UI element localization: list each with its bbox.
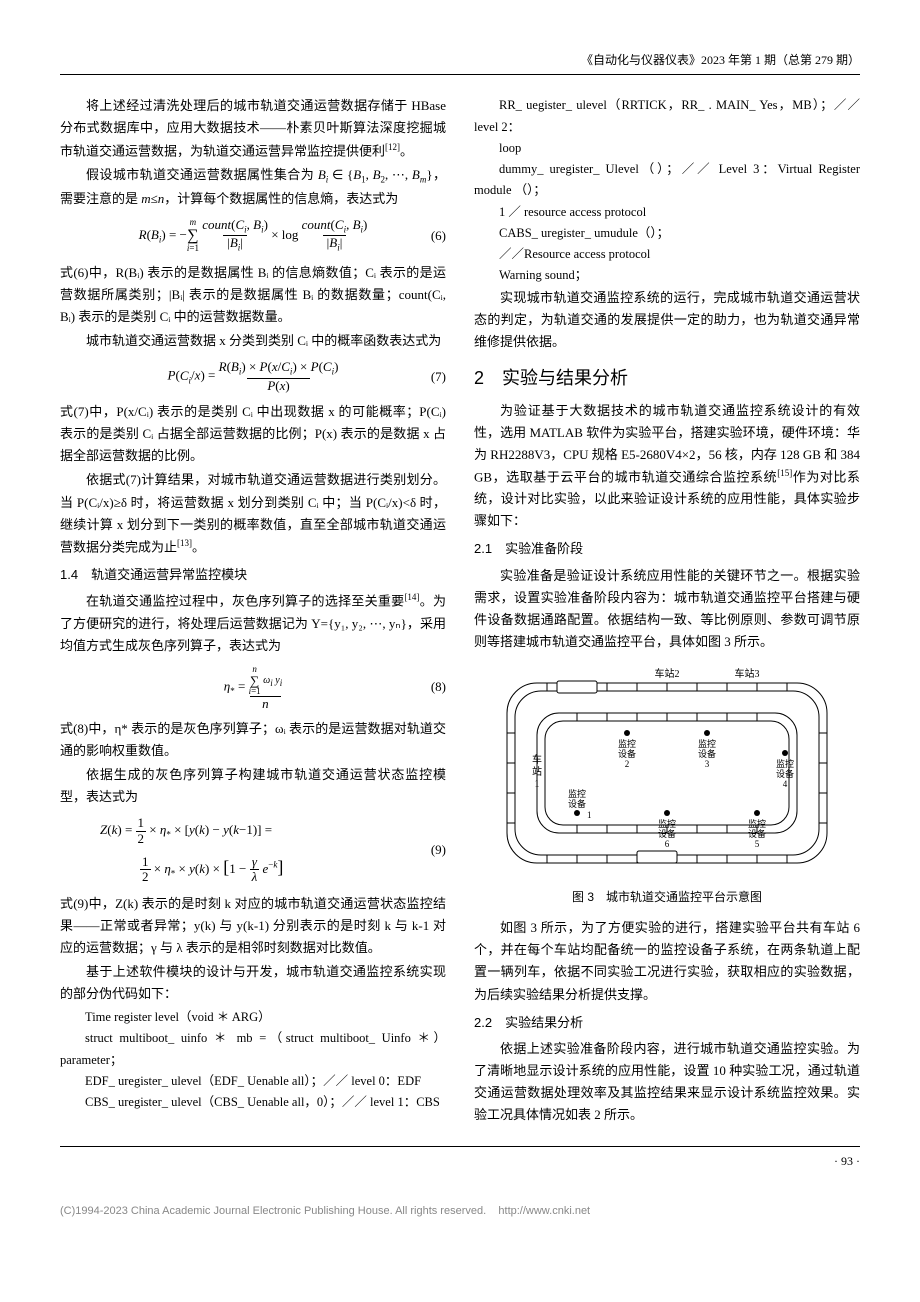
p2a: 假设城市轨道交通运营数据属性集合为 xyxy=(86,167,318,182)
svg-text:监控: 监控 xyxy=(776,758,794,769)
para-r3: 实验准备是验证设计系统应用性能的关键环节之一。根据实验需求，设置实验准备阶段内容… xyxy=(474,565,860,653)
svg-text:车站3: 车站3 xyxy=(735,667,760,680)
svg-text:设备: 设备 xyxy=(618,748,636,759)
figure-3-svg: 车站2 车站3 监控 设备 2 监控 设备 3 监控 设备 4 车 站 1 监控… xyxy=(487,663,847,883)
footer: (C)1994-2023 China Academic Journal Elec… xyxy=(60,1202,860,1221)
p6a: 依据式(7)计算结果，对城市轨道交通运营数据进行类别划分。当 P(Cᵢ/x)≥δ… xyxy=(60,472,446,554)
equation-7: P(Ci/x) = R(Bi) × P(x/Ci) × P(Ci)P(x) (7… xyxy=(60,360,446,393)
eq8-num: (8) xyxy=(431,676,446,698)
figure-3: 车站2 车站3 监控 设备 2 监控 设备 3 监控 设备 4 车 站 1 监控… xyxy=(474,663,860,907)
section-2-1-title: 2.1 实验准备阶段 xyxy=(474,538,860,560)
svg-text:4: 4 xyxy=(783,779,788,789)
section-2-title: 2 实验与结果分析 xyxy=(474,363,860,394)
svg-text:1: 1 xyxy=(587,810,592,820)
code-r3: loop xyxy=(474,138,860,159)
eq9-num: (9) xyxy=(431,839,446,861)
svg-text:设备: 设备 xyxy=(748,828,766,839)
code-l1: Time register level（void ＊ ARG） xyxy=(60,1007,446,1028)
para-5: 式(7)中，P(x/Cᵢ) 表示的是类别 Cᵢ 中出现数据 x 的可能概率；P(… xyxy=(60,401,446,467)
para-r1: 实现城市轨道交通监控系统的运行，完成城市轨道交通运营状态的判定，为轨道交通的发展… xyxy=(474,287,860,353)
para-7: 在轨道交通监控过程中，灰色序列算子的选择至关重要[14]。为了方便研究的进行，将… xyxy=(60,590,446,657)
svg-text:1: 1 xyxy=(535,779,540,790)
para-r2: 为验证基于大数据技术的城市轨道交通监控系统设计的有效性，选用 MATLAB 软件… xyxy=(474,400,860,533)
main-content: 将上述经过清洗处理后的城市轨道交通运营数据存储于 HBase 分布式数据库中，应… xyxy=(60,95,860,1126)
code-r5: 1 ／ resource access protocol xyxy=(474,202,860,223)
p2c: ，计算每个数据属性的信息熵，表达式为 xyxy=(164,191,398,206)
code-r7: ／／Resource access protocol xyxy=(474,244,860,265)
svg-text:监控: 监控 xyxy=(658,818,676,829)
ref-14: [14] xyxy=(404,592,419,602)
footer-text: (C)1994-2023 China Academic Journal Elec… xyxy=(60,1205,486,1217)
equation-8: η* = n∑i=1 ωi yin (8) xyxy=(60,665,446,710)
figure-3-caption: 图 3 城市轨道交通监控平台示意图 xyxy=(474,887,860,907)
para-9: 依据生成的灰色序列算子构建城市轨道交通运营状态监控模型，表达式为 xyxy=(60,764,446,808)
equation-9: Z(k) = 12 × η* × [y(k) − y(k−1)] = 12 × … xyxy=(60,816,446,884)
code-r4: dummy_ uregister_ Ulevel（）；／／ Level 3：Vi… xyxy=(474,159,860,202)
svg-text:监控: 监控 xyxy=(568,788,586,799)
ref-13: [13] xyxy=(177,538,192,548)
para-1: 将上述经过清洗处理后的城市轨道交通运营数据存储于 HBase 分布式数据库中，应… xyxy=(60,95,446,162)
section-2-2-title: 2.2 实验结果分析 xyxy=(474,1012,860,1034)
svg-text:车: 车 xyxy=(532,753,542,766)
svg-text:监控: 监控 xyxy=(698,738,716,749)
footer-link[interactable]: http://www.cnki.net xyxy=(498,1205,590,1217)
svg-text:监控: 监控 xyxy=(618,738,636,749)
para-2: 假设城市轨道交通运营数据属性集合为 Bi ∈ {B1, B2, ⋯, Bm}，需… xyxy=(60,164,446,210)
para-1-end: 。 xyxy=(400,143,413,158)
svg-text:3: 3 xyxy=(705,759,710,769)
section-1-4-title: 1.4 轨道交通运营异常监控模块 xyxy=(60,564,446,586)
eq7-num: (7) xyxy=(431,366,446,388)
ref-15: [15] xyxy=(777,468,792,478)
para-8: 式(8)中，η* 表示的是灰色序列算子；ωᵢ 表示的是运营数据对轨道交通的影响权… xyxy=(60,718,446,762)
p6e: 。 xyxy=(192,539,205,554)
svg-text:设备: 设备 xyxy=(698,748,716,759)
svg-text:设备: 设备 xyxy=(658,828,676,839)
code-r8: Warning sound； xyxy=(474,265,860,286)
svg-text:设备: 设备 xyxy=(776,768,794,779)
svg-text:6: 6 xyxy=(665,839,670,849)
para-10: 式(9)中，Z(k) 表示的是时刻 k 对应的城市轨道交通运营状态监控结果——正… xyxy=(60,893,446,959)
para-11: 基于上述软件模块的设计与开发，城市轨道交通监控系统实现的部分伪代码如下： xyxy=(60,961,446,1005)
svg-text:5: 5 xyxy=(755,839,760,849)
code-l3: EDF_ uregister_ ulevel（EDF_ Uenable all）… xyxy=(60,1071,446,1092)
para-3: 式(6)中，R(Bᵢ) 表示的是数据属性 Bᵢ 的信息熵数值；Cᵢ 表示的是运营… xyxy=(60,262,446,328)
p7a: 在轨道交通监控过程中，灰色序列算子的选择至关重要 xyxy=(86,594,404,609)
page-header: 《自动化与仪器仪表》2023 年第 1 期（总第 279 期） xyxy=(60,50,860,75)
svg-text:车站2: 车站2 xyxy=(655,667,680,680)
code-r2: RR_ uegister_ ulevel（RRTICK，RR_ . MAIN_ … xyxy=(474,95,860,138)
eq6-num: (6) xyxy=(431,225,446,247)
para-r5: 依据上述实验准备阶段内容，进行城市轨道交通监控实验。为了清晰地显示设计系统的应用… xyxy=(474,1038,860,1126)
svg-text:2: 2 xyxy=(625,759,630,769)
svg-text:站: 站 xyxy=(532,765,542,778)
code-r1: CBS_ uregister_ ulevel（CBS_ Uenable all，… xyxy=(60,1092,446,1113)
ref-12: [12] xyxy=(385,142,400,152)
page-number: · 93 · xyxy=(60,1146,860,1171)
svg-text:监控: 监控 xyxy=(748,818,766,829)
code-r6: CABS_ uregister_ umudule（）； xyxy=(474,223,860,244)
para-4: 城市轨道交通运营数据 x 分类到类别 Cᵢ 中的概率函数表达式为 xyxy=(60,330,446,352)
code-l2: struct multiboot_ uinfo ＊ mb =（struct mu… xyxy=(60,1028,446,1071)
para-r4: 如图 3 所示，为了方便实验的进行，搭建实验平台共有车站 6 个，并在每个车站均… xyxy=(474,917,860,1005)
para-6: 依据式(7)计算结果，对城市轨道交通运营数据进行类别划分。当 P(Cᵢ/x)≥δ… xyxy=(60,469,446,558)
equation-6: R(Bi) = −m∑i=1 count(Ci, Bi)|Bi| × log c… xyxy=(60,218,446,254)
svg-text:设备: 设备 xyxy=(568,798,586,809)
